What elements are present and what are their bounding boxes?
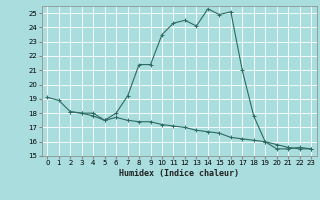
- X-axis label: Humidex (Indice chaleur): Humidex (Indice chaleur): [119, 169, 239, 178]
